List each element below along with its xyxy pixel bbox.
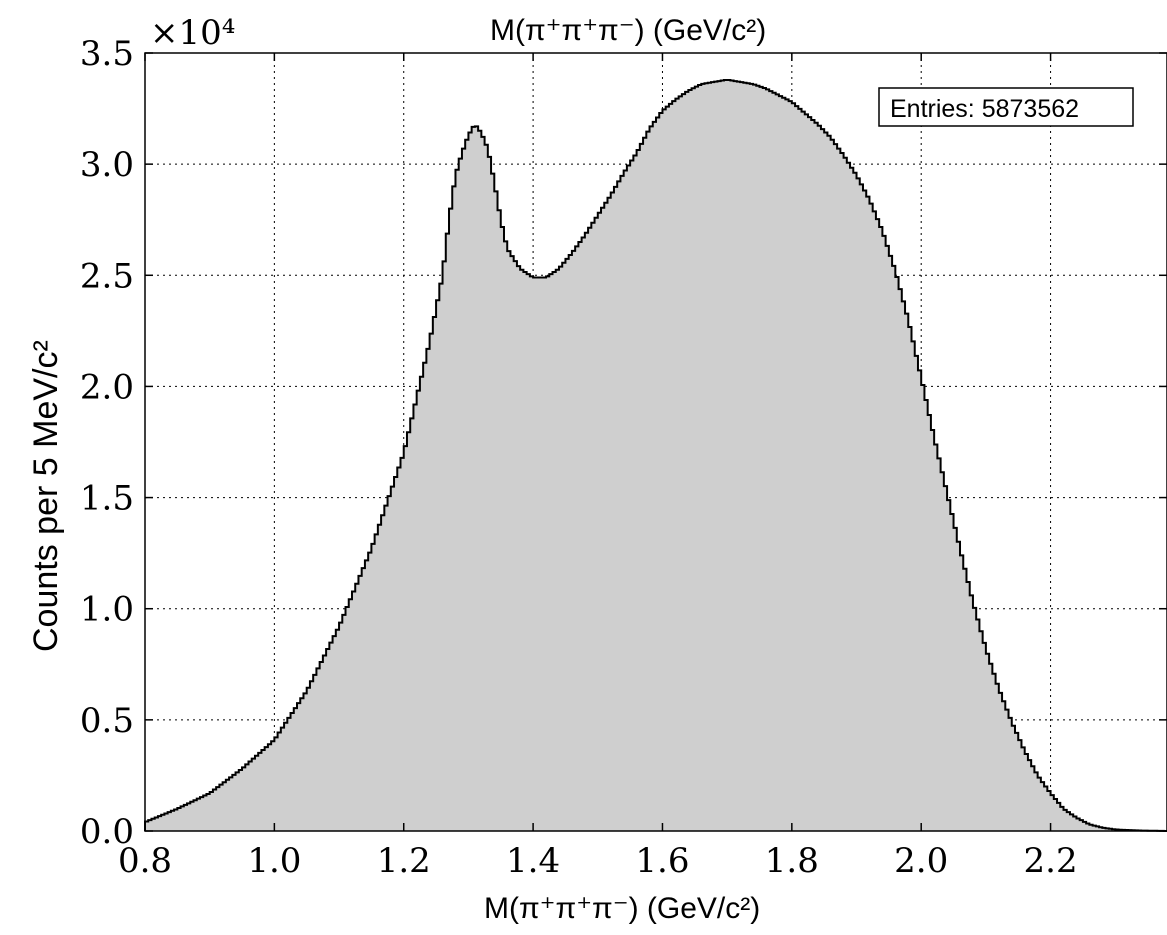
axis-ticks xyxy=(144,52,1167,832)
x-tick-label: 1.0 xyxy=(247,841,301,881)
y-tick-label: 3.5 xyxy=(80,34,134,74)
x-tick-label: 1.6 xyxy=(635,841,689,881)
x-tick-label: 1.2 xyxy=(377,841,431,881)
x-tick-label: 2.2 xyxy=(1024,841,1078,881)
y-tick-label: 2.0 xyxy=(80,367,134,407)
plot-frame xyxy=(144,52,1167,832)
entries-legend-box: Entries: 5873562 xyxy=(878,87,1134,127)
y-tick-label: 0.0 xyxy=(80,812,134,852)
y-multiplier-label: ×10⁴ xyxy=(150,13,235,53)
x-tick-label: 1.4 xyxy=(506,841,560,881)
y-tick-label: 1.5 xyxy=(80,479,134,519)
entries-annotation: Entries: 5873562 xyxy=(890,95,1079,123)
x-tick-label: 2.0 xyxy=(894,841,948,881)
histogram-fill xyxy=(145,79,1167,831)
y-tick-label: 3.0 xyxy=(80,145,134,185)
y-tick-label: 1.0 xyxy=(80,590,134,630)
y-axis-label: Counts per 5 MeV/c² xyxy=(27,340,65,652)
y-tick-label: 2.5 xyxy=(80,256,134,296)
chart-title: M(π⁺π⁺π⁻) (GeV/c²) xyxy=(490,14,766,47)
histogram-outline xyxy=(144,78,1167,832)
x-axis-label: M(π⁺π⁺π⁻) (GeV/c²) xyxy=(484,892,760,925)
x-tick-label: 0.8 xyxy=(118,841,172,881)
x-tick-label: 1.8 xyxy=(765,841,819,881)
y-tick-label: 0.5 xyxy=(80,701,134,741)
